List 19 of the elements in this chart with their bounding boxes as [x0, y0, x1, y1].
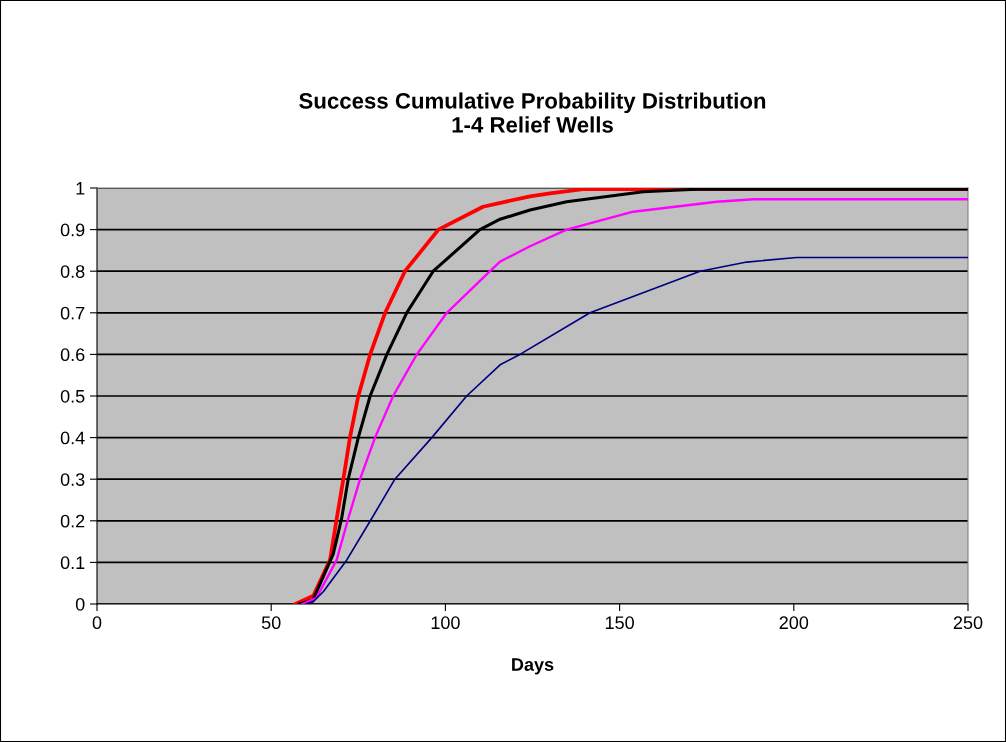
y-tick-label: 0.6 — [60, 348, 85, 362]
x-tick-label: 250 — [953, 616, 983, 630]
x-tick-label: 150 — [605, 616, 634, 630]
y-tick-label: 0.3 — [60, 473, 85, 486]
chart-title: Success Cumulative Probability Distribution 1-4 Relief Wells — [299, 92, 766, 133]
x-tick-label: 50 — [261, 616, 281, 630]
y-tick-label: 0.5 — [60, 389, 85, 403]
y-tick-label: 0 — [75, 597, 85, 611]
y-tick-label: 0.8 — [60, 265, 85, 278]
x-tick-label: 200 — [779, 616, 809, 630]
x-tick-label: 0 — [92, 616, 102, 630]
x-axis-title: Days — [512, 658, 554, 675]
y-tick-label: 0.1 — [60, 556, 85, 570]
y-tick-label: 0.4 — [60, 431, 85, 445]
y-tick-label: 0.9 — [60, 223, 85, 237]
x-tick-label: 100 — [431, 616, 460, 630]
y-tick-label: 0.7 — [60, 306, 85, 320]
y-tick-label: 0.2 — [60, 514, 85, 528]
y-tick-label: 1 — [76, 182, 85, 195]
